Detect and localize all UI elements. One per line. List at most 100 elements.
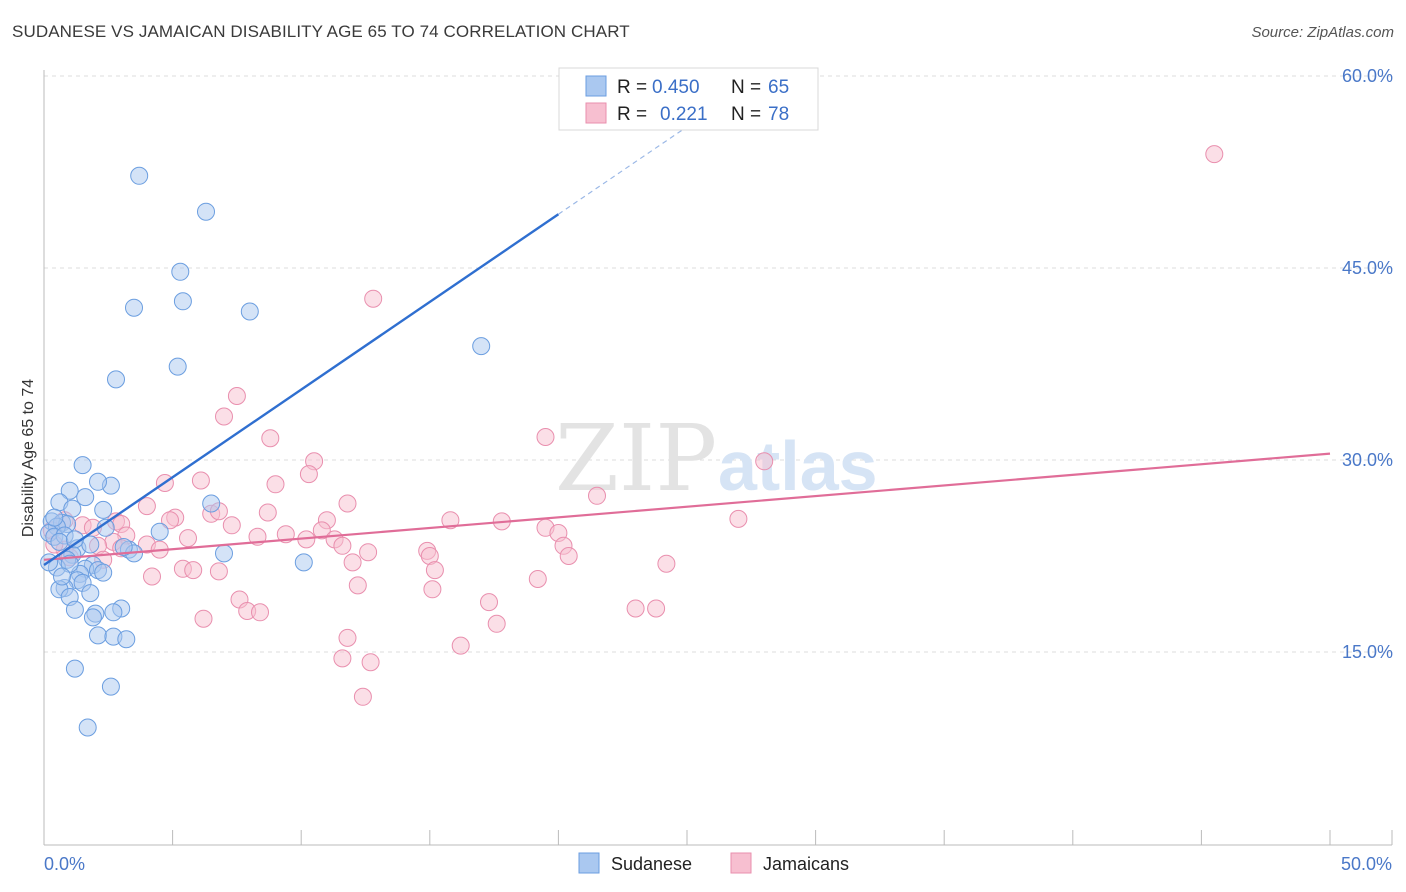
bottom-legend-jamaicans: Jamaicans	[763, 854, 849, 874]
sudanese-point	[65, 600, 84, 619]
sudanese-trend-line	[43, 213, 560, 566]
legend-r-value-1: 0.450	[652, 77, 700, 98]
y-axis-label: Disability Age 65 to 74	[20, 379, 37, 537]
sudanese-point	[202, 494, 221, 513]
sudanese-point	[89, 472, 107, 491]
chart-title: SUDANESE VS JAMAICAN DISABILITY AGE 65 T…	[12, 22, 630, 41]
legend-r-label-1: R =	[617, 77, 647, 98]
sudanese-point	[117, 630, 136, 649]
bottom-legend-swatch-sudanese	[578, 852, 600, 874]
jamaicans-point	[209, 562, 228, 581]
jamaicans-point	[343, 553, 362, 572]
jamaicans-point	[338, 494, 357, 513]
jamaicans-point	[647, 599, 666, 618]
jamaicans-point	[227, 387, 246, 405]
jamaicans-point	[258, 503, 277, 522]
legend-n-label-1: N =	[731, 77, 761, 98]
jamaicans-point	[480, 593, 498, 612]
sudanese-point	[150, 522, 169, 541]
jamaicans-point	[626, 599, 645, 618]
sudanese-point	[101, 677, 120, 696]
jamaicans-point	[451, 636, 470, 655]
sudanese-point	[89, 626, 107, 645]
jamaicans-point	[261, 429, 280, 448]
sudanese-point	[94, 500, 113, 519]
sudanese-point	[81, 584, 100, 603]
legend-r-value-2: 0.221	[660, 104, 708, 125]
jamaicans-point	[364, 289, 383, 308]
jamaicans-point	[184, 561, 203, 580]
jamaicans-point	[536, 428, 555, 446]
sudanese-point	[173, 292, 192, 311]
sudanese-point	[78, 718, 97, 737]
jamaicans-point	[559, 547, 578, 565]
jamaicans-point	[194, 609, 213, 628]
jamaicans-point	[361, 653, 380, 672]
gridlines	[44, 75, 1392, 653]
jamaicans-point	[588, 486, 606, 505]
y-tick-label: 30.0%	[1342, 450, 1393, 470]
y-tick-label: 45.0%	[1342, 258, 1393, 278]
sudanese-point	[104, 603, 123, 622]
legend-swatch-jamaicans	[585, 102, 607, 124]
watermark-atlas: atlas	[718, 427, 878, 505]
sudanese-point	[50, 532, 69, 551]
jamaicans-trend-line	[43, 452, 1331, 561]
x-tick-label-max: 50.0%	[1341, 854, 1392, 874]
jamaicans-point	[179, 529, 197, 548]
jamaicans-point	[266, 475, 285, 494]
bottom-legend-swatch-jamaicans	[730, 852, 752, 874]
jamaicans-point	[312, 521, 331, 540]
sudanese-point	[76, 488, 95, 507]
jamaicans-point	[299, 465, 318, 484]
sudanese-point	[73, 456, 92, 475]
jamaicans-point	[657, 554, 676, 573]
sudanese-point	[125, 298, 143, 317]
sudanese-point	[294, 553, 313, 572]
sudanese-point	[45, 508, 64, 527]
jamaicans-point	[487, 614, 506, 633]
jamaicans-point	[353, 687, 372, 706]
sudanese-point	[472, 337, 491, 356]
sudanese-point	[114, 538, 133, 556]
sudanese-point	[60, 481, 79, 500]
legend-swatch-sudanese	[585, 75, 607, 97]
jamaicans-point	[729, 509, 748, 528]
jamaicans-point	[338, 628, 357, 647]
jamaicans-point	[222, 516, 241, 535]
jamaicans-point	[161, 511, 179, 530]
sudanese-point	[168, 357, 187, 376]
legend-n-value-1: 65	[768, 77, 789, 98]
sudanese-point	[197, 202, 215, 221]
sudanese-point	[130, 166, 149, 185]
jamaicans-point	[251, 603, 269, 622]
jamaicans-point	[359, 543, 378, 562]
legend-top: R = 0.450 N = 65 R = 0.221 N = 78	[558, 67, 819, 131]
jamaicans-point	[348, 576, 367, 595]
sudanese-point	[94, 563, 113, 582]
jamaicans-point	[528, 570, 547, 588]
jamaicans-point	[755, 452, 774, 471]
legend-n-label-2: N =	[731, 104, 761, 125]
sudanese-point	[63, 499, 82, 518]
legend-n-value-2: 78	[768, 104, 789, 125]
legend-bottom: Sudanese Jamaicans	[578, 852, 849, 874]
y-tick-label: 15.0%	[1342, 642, 1393, 662]
legend-r-label-2: R =	[617, 104, 647, 125]
sudanese-point	[240, 302, 259, 321]
jamaicans-point	[333, 536, 352, 555]
jamaicans-point	[143, 567, 161, 586]
source-label: Source: ZipAtlas.com	[1251, 24, 1394, 41]
sudanese-point	[107, 370, 125, 389]
jamaicans-point	[333, 649, 352, 668]
x-tick-label-min: 0.0%	[44, 854, 85, 874]
jamaicans-point	[137, 497, 156, 516]
sudanese-point	[215, 544, 233, 563]
sudanese-point	[53, 567, 71, 586]
jamaicans-point	[1205, 145, 1224, 164]
y-tick-label: 60.0%	[1342, 66, 1393, 86]
jamaicans-point	[191, 471, 210, 490]
watermark-zip: ZIP	[555, 405, 717, 512]
bottom-legend-sudanese: Sudanese	[611, 854, 692, 874]
